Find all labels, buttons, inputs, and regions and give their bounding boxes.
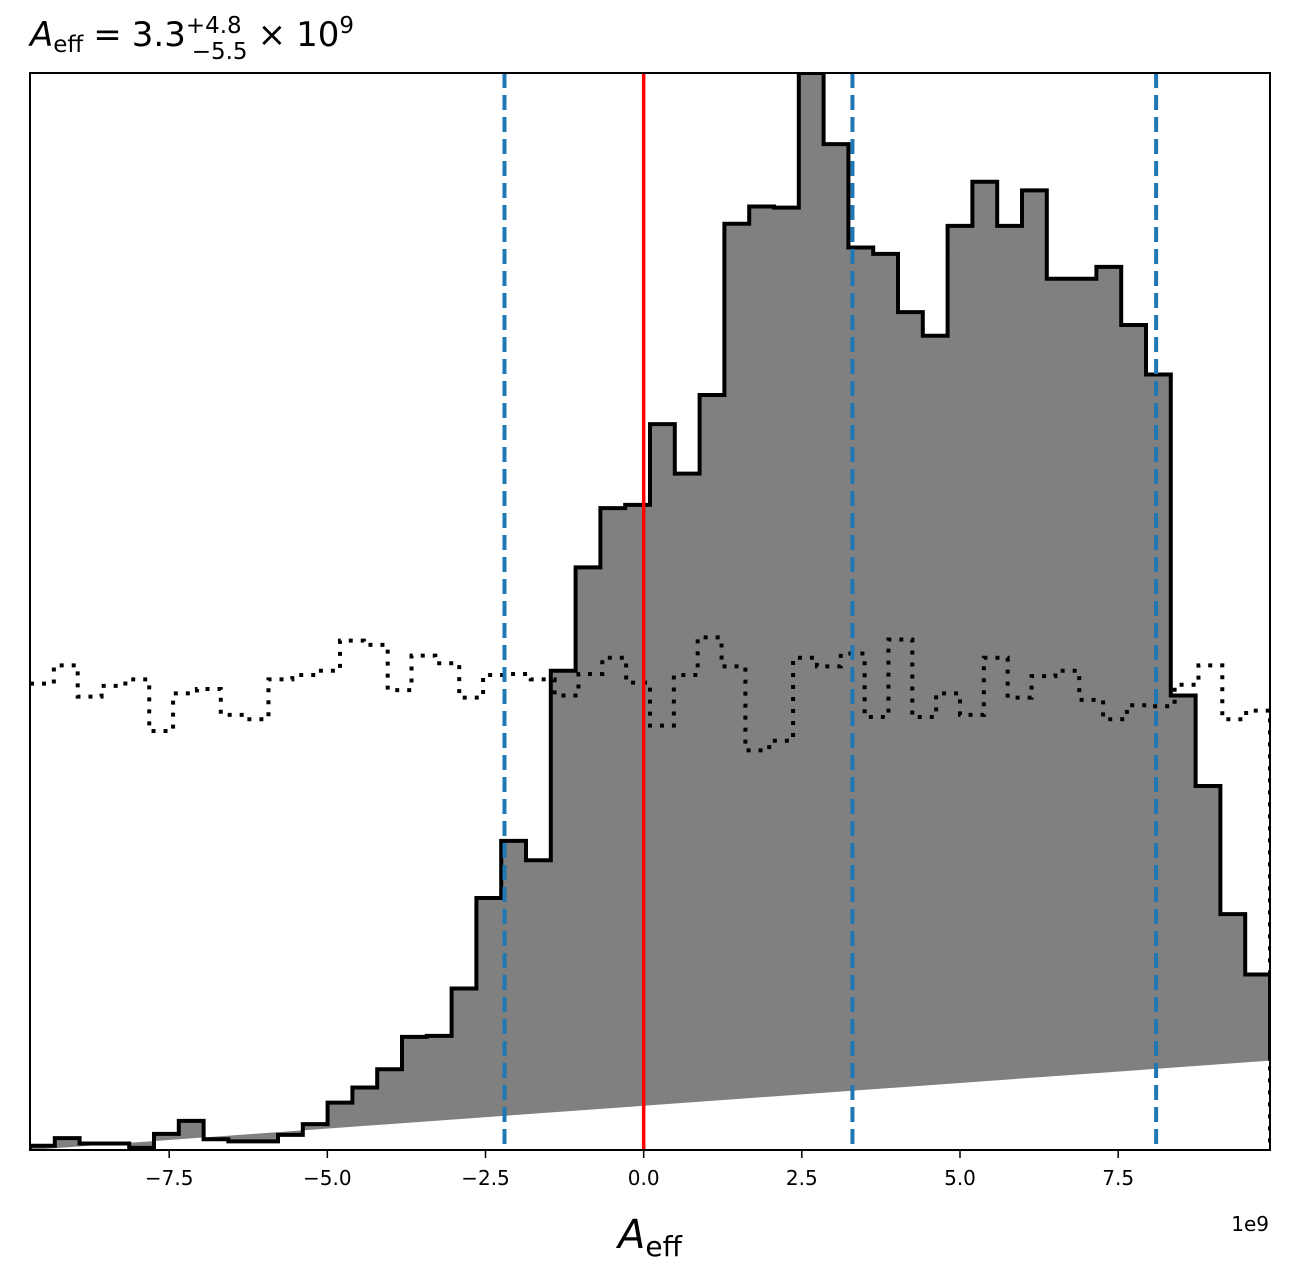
x-axis-label: Aeff — [615, 1212, 683, 1263]
posterior-histogram — [30, 73, 1270, 1150]
x-tick-label-2: −2.5 — [461, 1166, 510, 1190]
title-times: × — [258, 15, 287, 55]
x-tick-label-5: 5.0 — [944, 1166, 976, 1190]
title-upper-error: +4.8 — [186, 13, 242, 39]
title-power-base: 10 — [296, 15, 339, 55]
title-value: 3.3 — [132, 15, 186, 55]
title-symbol: A — [28, 15, 53, 55]
title-equals: = — [93, 15, 122, 55]
x-tick-label-0: −7.5 — [145, 1166, 194, 1190]
prior-histogram — [30, 635, 1270, 1150]
title-lower-error: −5.5 — [192, 39, 248, 65]
x-tick-label-4: 2.5 — [786, 1166, 818, 1190]
x-axis-label-symbol: A — [615, 1212, 645, 1258]
x-tick-label-3: 0.0 — [628, 1166, 660, 1190]
x-tick-label-6: 7.5 — [1102, 1166, 1134, 1190]
plot-area — [29, 72, 1271, 1151]
x-axis-label-subscript: eff — [645, 1230, 682, 1263]
title-power-exponent: 9 — [339, 13, 354, 39]
plot-frame — [29, 72, 1271, 1151]
x-tick-label-1: −5.0 — [303, 1166, 352, 1190]
axis-offset-label: 1e9 — [1231, 1212, 1269, 1236]
title-symbol-subscript: eff — [53, 32, 84, 58]
x-axis: −7.5 −5.0 −2.5 0.0 2.5 5.0 7.5 — [145, 1150, 1134, 1190]
chart-title: Aeff = 3.3+4.8 −5.5 × 109 — [28, 13, 354, 65]
